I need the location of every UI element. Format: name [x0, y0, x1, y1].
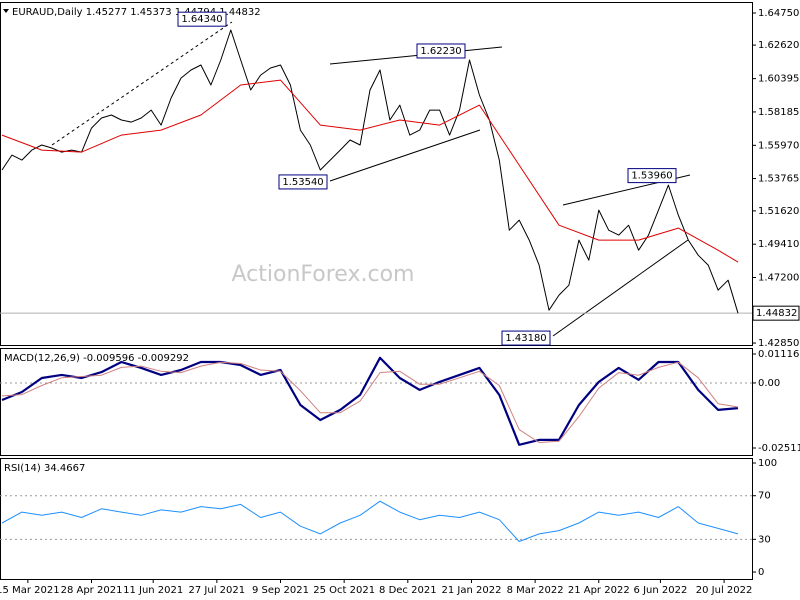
y-tick-label: 1.49410 — [758, 239, 799, 250]
last-price-label: 1.44832 — [756, 308, 797, 319]
panel-frame — [0, 348, 753, 456]
x-tick-label: 15 Mar 2021 — [0, 585, 60, 596]
x-tick-label: 9 Sep 2021 — [252, 585, 309, 596]
trend-line — [329, 129, 481, 182]
x-tick-label: 25 Oct 2021 — [313, 585, 375, 596]
y-tick-label: 70 — [758, 491, 771, 502]
annotation-label: 1.53960 — [631, 171, 672, 182]
annotation-label: 1.64340 — [181, 14, 222, 25]
annotation-box — [177, 11, 227, 27]
y-tick-label: 1.64750 — [758, 8, 799, 19]
y-tick-label: 1.47200 — [758, 272, 799, 283]
y-tick-label: 0.011168 — [758, 349, 800, 360]
annotation-box — [278, 174, 328, 190]
trend-line — [51, 21, 233, 146]
series-line — [1, 500, 739, 542]
annotation-label: 1.53540 — [282, 177, 323, 188]
x-tick-label: 28 Apr 2021 — [61, 585, 123, 596]
y-tick-label: 0.00 — [758, 378, 780, 389]
menu-arrow — [3, 9, 9, 13]
x-tick-label: 27 Jul 2021 — [189, 585, 246, 596]
annotation-label: 1.43180 — [505, 333, 546, 344]
series-line — [1, 79, 739, 263]
annotation-box — [416, 43, 466, 59]
y-tick-label: 30 — [758, 534, 771, 545]
y-tick-label: 1.51620 — [758, 206, 799, 217]
y-tick-label: 1.55970 — [758, 140, 799, 151]
annotation-box — [627, 168, 677, 184]
y-tick-label: 100 — [758, 458, 777, 469]
x-tick-label: 8 Mar 2022 — [507, 585, 564, 596]
x-tick-label: 6 Jun 2022 — [634, 585, 688, 596]
trend-line — [552, 239, 689, 337]
panel-frame — [0, 2, 753, 346]
panel-title: MACD(12,26,9) -0.009596 -0.009292 — [4, 353, 189, 364]
panel-frame — [0, 458, 753, 580]
x-tick-label: 11 Jun 2021 — [123, 585, 183, 596]
y-tick-label: 1.62620 — [758, 40, 799, 51]
series-line — [1, 356, 739, 446]
x-tick-label: 20 Jul 2022 — [696, 585, 753, 596]
y-tick-label: 1.58185 — [758, 107, 799, 118]
last-price-box — [752, 305, 800, 321]
x-tick-label: 21 Apr 2022 — [568, 585, 630, 596]
panel-title: EURAUD,Daily 1.45277 1.45373 1.44794 1.4… — [12, 7, 261, 18]
annotation-box — [501, 330, 551, 346]
y-tick-label: 1.60395 — [758, 74, 799, 85]
x-tick-label: 21 Jan 2022 — [441, 585, 501, 596]
annotation-label: 1.62230 — [420, 46, 461, 57]
x-tick-label: 8 Dec 2021 — [379, 585, 437, 596]
panel-title: RSI(14) 34.4667 — [4, 463, 85, 474]
watermark: ActionForex.com — [232, 262, 415, 287]
series-line — [1, 361, 739, 443]
y-tick-label: 0 — [758, 567, 764, 578]
y-tick-label: 1.53765 — [758, 174, 799, 185]
series-line — [1, 29, 739, 314]
y-tick-label: -0.025117 — [758, 443, 800, 454]
y-tick-label: 1.42850 — [758, 338, 799, 349]
trend-line — [329, 46, 503, 65]
